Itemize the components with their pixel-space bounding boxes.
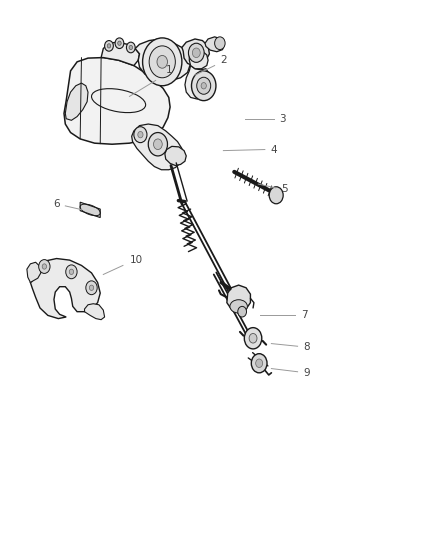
Ellipse shape — [230, 300, 247, 313]
Polygon shape — [189, 51, 208, 69]
Circle shape — [244, 328, 262, 349]
Text: 3: 3 — [279, 114, 286, 124]
Circle shape — [39, 260, 50, 273]
Polygon shape — [227, 285, 251, 312]
Circle shape — [197, 77, 211, 94]
Polygon shape — [185, 66, 212, 99]
Polygon shape — [30, 259, 100, 319]
Polygon shape — [80, 202, 100, 217]
Circle shape — [148, 133, 167, 156]
Text: 4: 4 — [270, 144, 277, 155]
Polygon shape — [85, 304, 105, 320]
Circle shape — [107, 44, 111, 48]
Circle shape — [66, 265, 77, 279]
Polygon shape — [165, 147, 186, 165]
Circle shape — [143, 38, 182, 86]
Text: 2: 2 — [220, 55, 227, 65]
Circle shape — [201, 83, 206, 89]
Polygon shape — [64, 58, 170, 144]
Circle shape — [157, 55, 167, 68]
Text: 10: 10 — [130, 255, 143, 264]
Circle shape — [238, 306, 247, 317]
Circle shape — [149, 46, 175, 78]
Polygon shape — [205, 37, 224, 52]
Circle shape — [134, 127, 147, 143]
Text: 7: 7 — [301, 310, 307, 320]
Circle shape — [251, 354, 267, 373]
Circle shape — [42, 264, 46, 269]
Circle shape — [249, 334, 257, 343]
Circle shape — [86, 281, 97, 295]
Text: 5: 5 — [281, 184, 288, 195]
Polygon shape — [27, 262, 41, 282]
Circle shape — [129, 45, 133, 50]
Circle shape — [118, 41, 121, 45]
Polygon shape — [65, 83, 88, 120]
Text: 8: 8 — [303, 342, 310, 352]
Circle shape — [192, 48, 200, 58]
Polygon shape — [132, 124, 183, 169]
Circle shape — [153, 139, 162, 150]
Circle shape — [215, 37, 225, 50]
Text: 9: 9 — [303, 368, 310, 378]
Circle shape — [188, 43, 204, 62]
Circle shape — [89, 285, 94, 290]
Circle shape — [269, 187, 283, 204]
Circle shape — [105, 41, 113, 51]
Polygon shape — [135, 39, 191, 80]
Polygon shape — [182, 39, 209, 66]
Circle shape — [69, 269, 74, 274]
Text: 6: 6 — [53, 199, 60, 209]
Circle shape — [256, 359, 263, 368]
Polygon shape — [101, 42, 140, 66]
Circle shape — [191, 71, 216, 101]
Circle shape — [138, 132, 143, 138]
Circle shape — [115, 38, 124, 49]
Text: 1: 1 — [166, 65, 172, 75]
Circle shape — [127, 42, 135, 53]
